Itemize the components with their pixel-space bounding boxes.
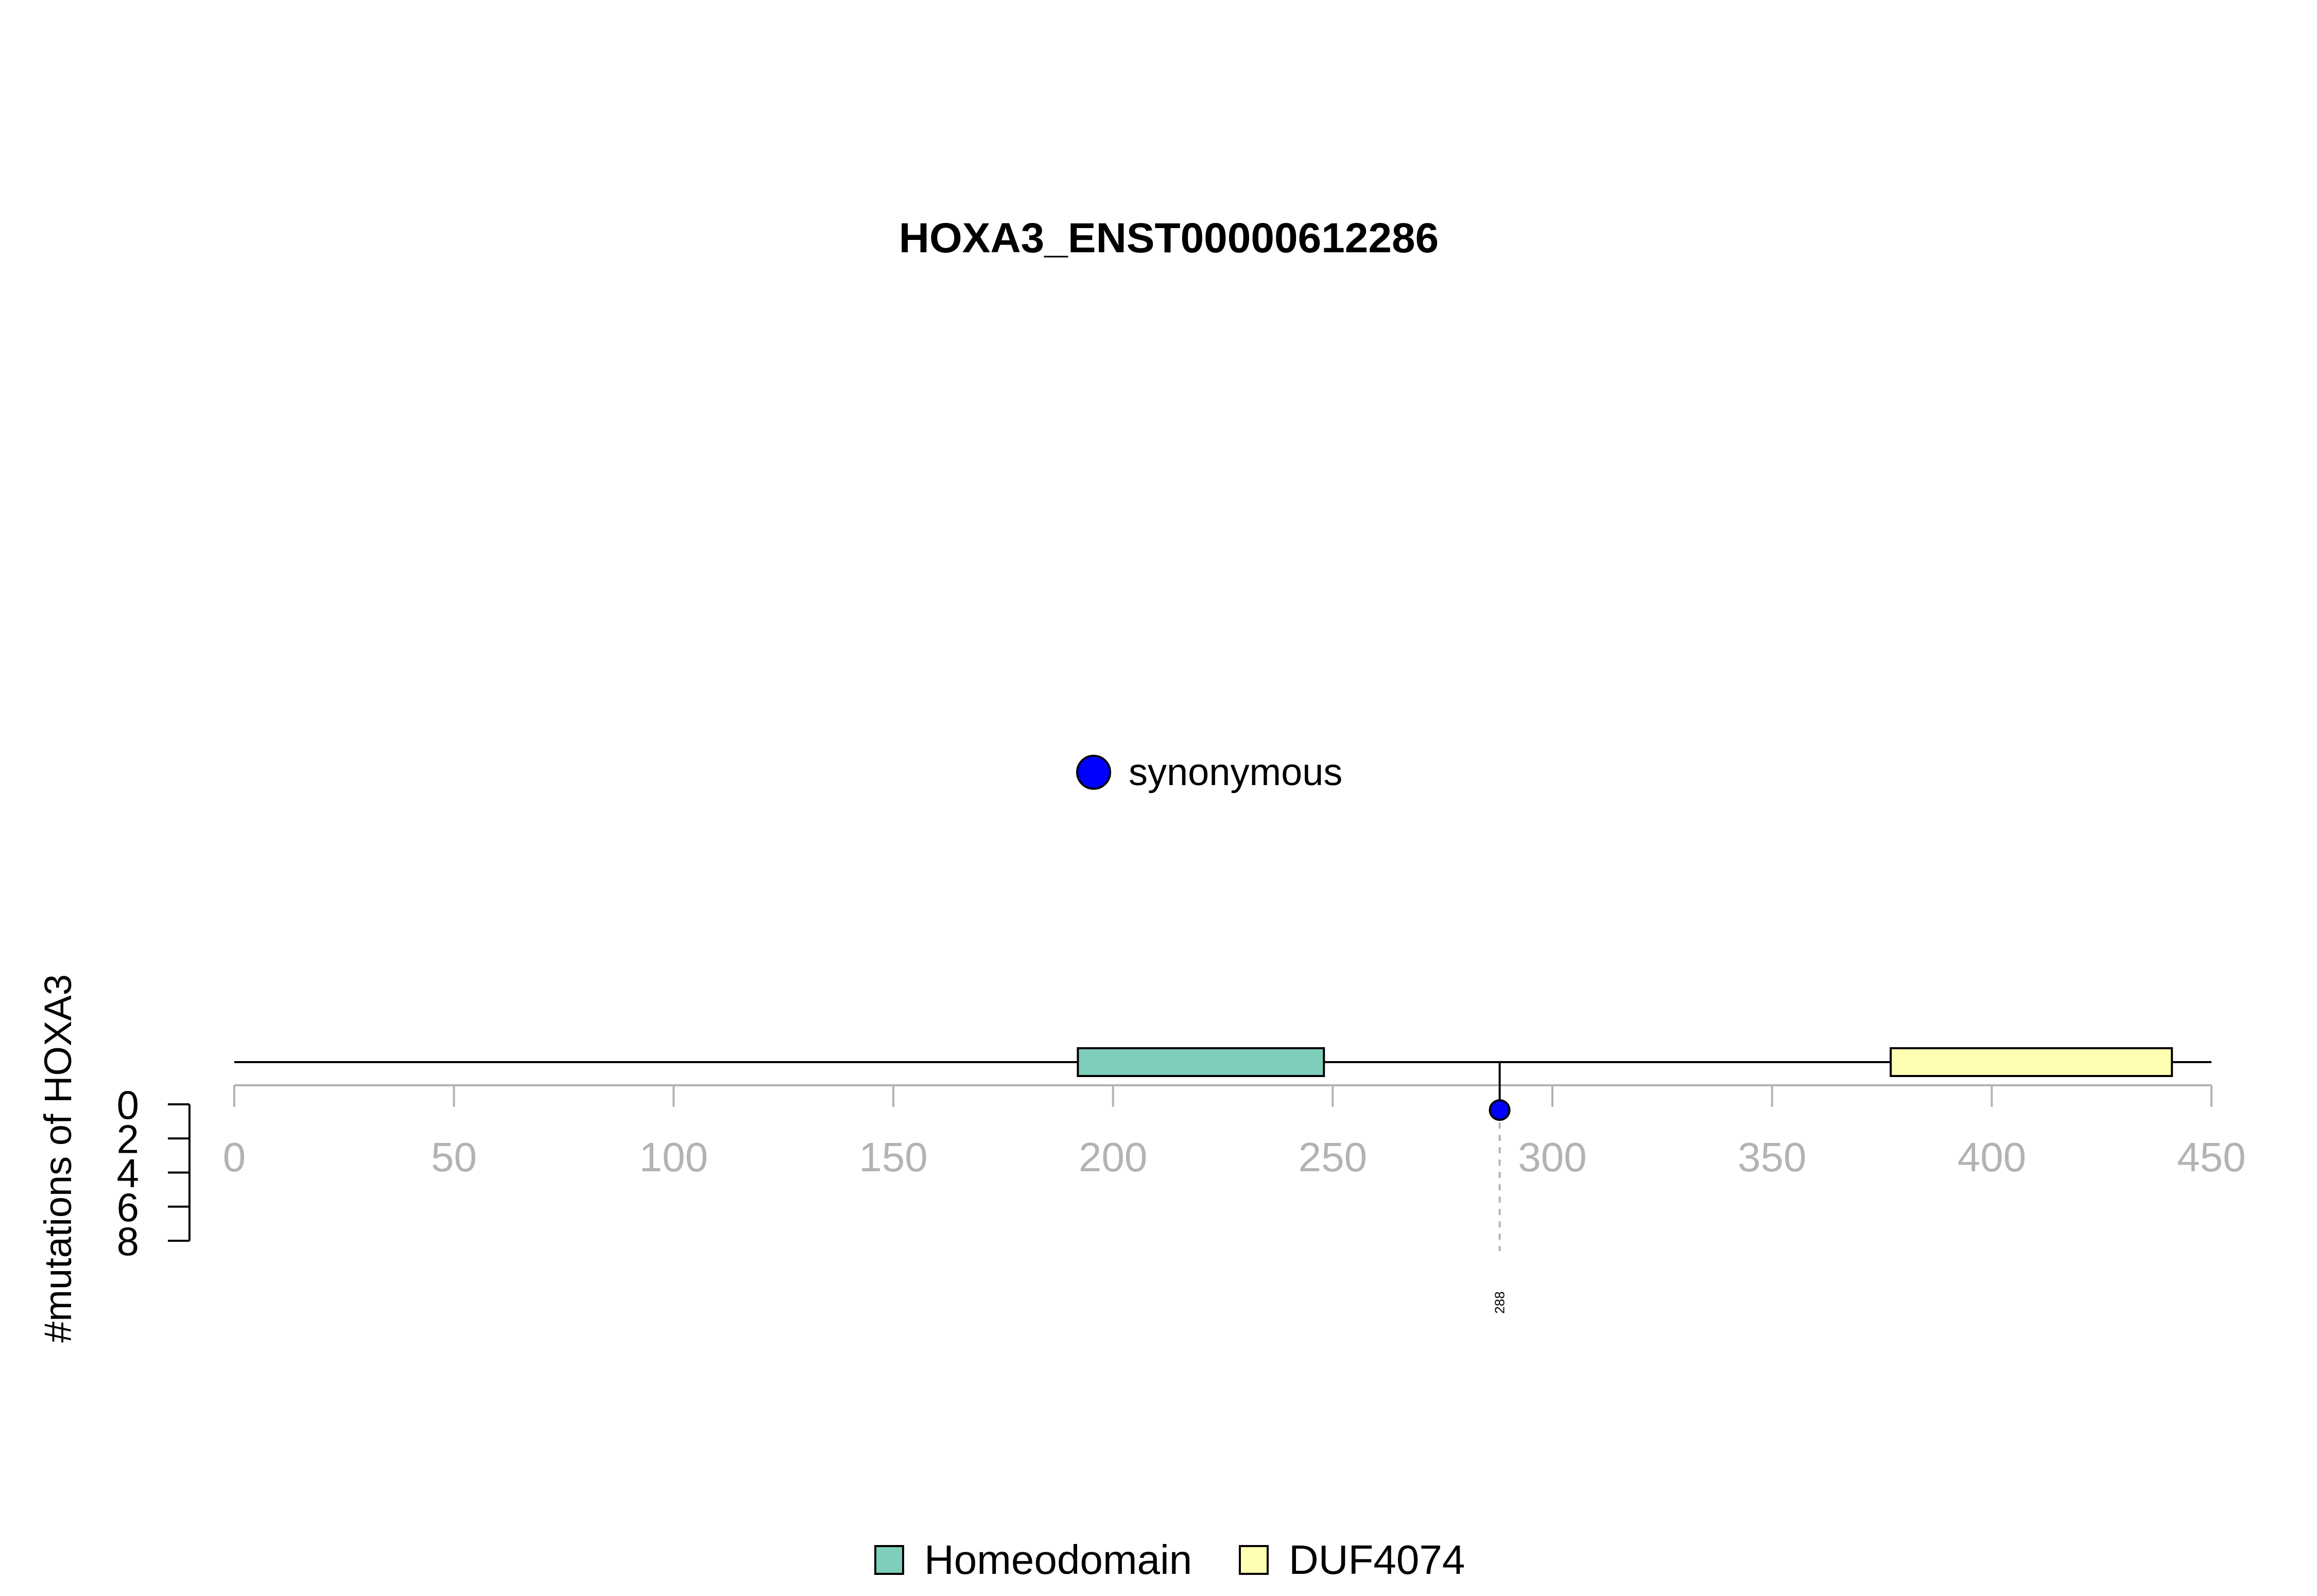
x-tick-label: 450 [2177,1134,2245,1180]
y-tick-label: 4 [117,1151,139,1196]
x-tick-label: 400 [1958,1134,2026,1180]
x-tick-label: 0 [223,1134,246,1180]
mutation-point [1489,1099,1511,1121]
legend-label-synonymous: synonymous [1129,751,1342,793]
x-tick-label: 100 [639,1134,708,1180]
domain-legend: Homeodomain DUF4074 [874,1537,1465,1583]
y-tick-label: 8 [117,1219,139,1264]
x-tick-label: 350 [1738,1134,1806,1180]
x-tick-label: 150 [859,1134,927,1180]
x-tick-label: 50 [431,1134,477,1180]
chart-title: HOXA3_ENST00000612286 [899,215,1439,262]
domain-homeodomain [1077,1047,1325,1077]
y-tick-label: 2 [117,1116,139,1161]
legend-marker-synonymous [1076,755,1111,790]
mutation-position-label: 288 [1492,1291,1508,1313]
x-tick-label: 250 [1299,1134,1367,1180]
x-axis: 0 50 100 150 200 250 300 350 400 450 [223,1084,2246,1180]
x-tick-label: 200 [1079,1134,1147,1180]
legend-swatch-homeodomain [874,1545,904,1575]
legend-swatch-duf4074 [1239,1545,1269,1575]
mutation-lollipops: 288 [1489,1062,1511,1314]
legend-label-homeodomain: Homeodomain [924,1537,1192,1583]
domain-duf4074 [1890,1047,2173,1077]
y-axis-label: #mutations of HOXA3 [37,974,79,1343]
x-tick-label: 300 [1518,1134,1586,1180]
legend-label-duf4074: DUF4074 [1289,1537,1465,1583]
protein-track [234,1047,2211,1077]
mutation-legend: synonymous [1076,751,1342,793]
y-tick-label: 6 [117,1185,139,1230]
y-tick-label: 0 [117,1082,139,1127]
